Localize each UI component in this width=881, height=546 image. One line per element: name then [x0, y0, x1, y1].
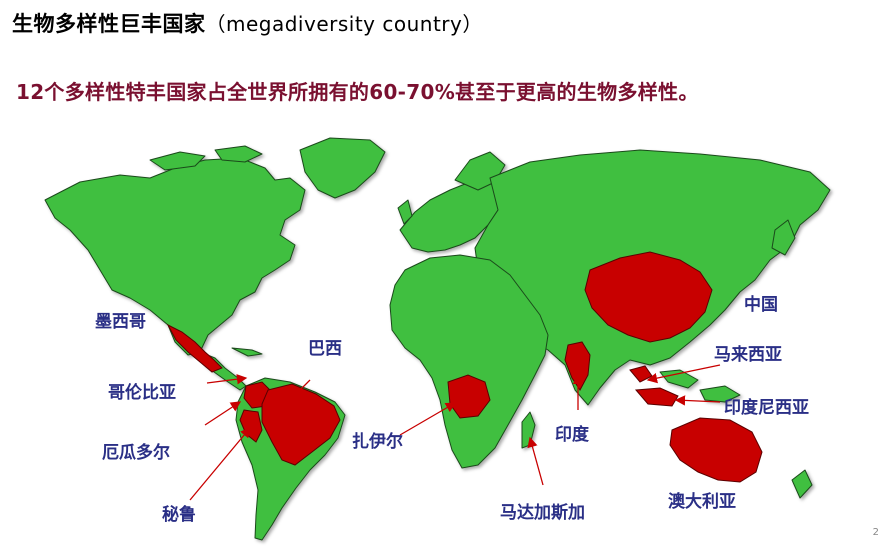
world-map: 墨西哥 巴西 哥伦比亚 厄瓜多尔 秘鲁 扎伊尔 马达加斯加 印度 中国 马来西亚… [0, 120, 881, 546]
subtitle: 12个多样性特丰国家占全世界所拥有的60-70%甚至于更高的生物多样性。 [16, 80, 699, 104]
indonesia-region [634, 387, 679, 407]
label-indonesia: 印度尼西亚 [724, 398, 809, 418]
north-america [44, 157, 306, 356]
australia-region [669, 417, 763, 483]
label-zaire: 扎伊尔 [352, 432, 403, 452]
label-mexico: 墨西哥 [95, 312, 146, 332]
label-malaysia: 马来西亚 [714, 345, 782, 365]
africa [389, 254, 549, 469]
world-map-svg [44, 137, 831, 541]
mexico-region [166, 323, 223, 373]
label-australia: 澳大利亚 [668, 492, 736, 512]
page-number: 2 [872, 527, 879, 538]
greenland [299, 137, 386, 199]
label-ecuador: 厄瓜多尔 [102, 443, 170, 463]
india-region [564, 341, 591, 391]
title-zh: 生物多样性巨丰国家 [12, 12, 206, 36]
china-region [584, 251, 713, 343]
label-india: 印度 [555, 425, 589, 445]
peru-region [239, 409, 263, 443]
label-madagascar: 马达加斯加 [500, 503, 585, 523]
title-en: （megadiversity country） [205, 12, 483, 36]
label-china: 中国 [744, 295, 778, 315]
label-brazil: 巴西 [308, 339, 342, 359]
madagascar [521, 411, 536, 449]
page-title: 生物多样性巨丰国家（megadiversity country） [12, 8, 483, 38]
brazil-region [261, 383, 341, 466]
label-colombia: 哥伦比亚 [108, 383, 176, 403]
label-peru: 秘鲁 [162, 505, 196, 525]
